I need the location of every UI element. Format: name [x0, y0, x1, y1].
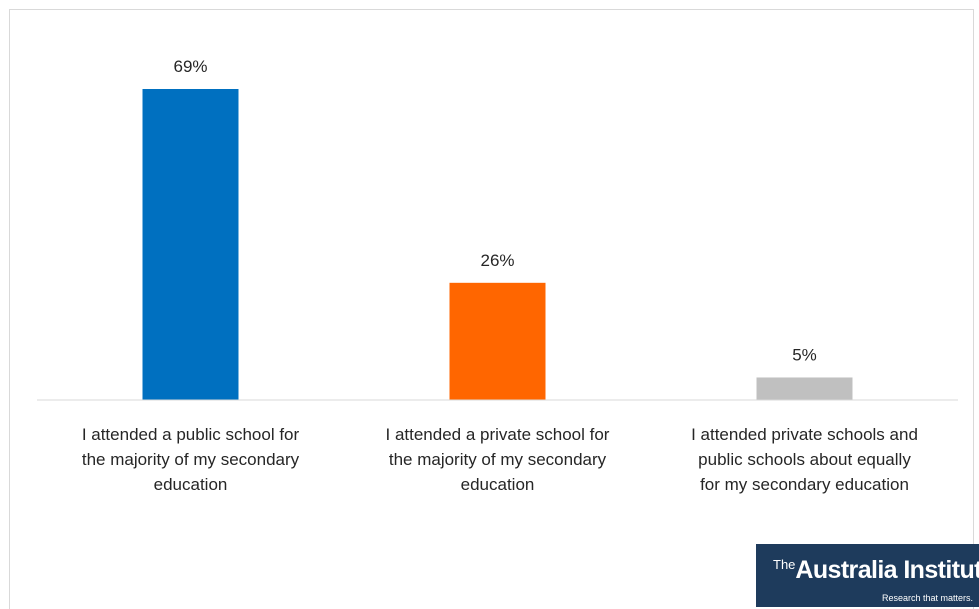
category-label-line: I attended private schools and	[691, 425, 918, 444]
category-label-line: for my secondary education	[700, 475, 909, 494]
category-label-2: I attended a private school for the major…	[347, 422, 649, 497]
category-label-3: I attended private schools and public sch…	[654, 422, 956, 497]
logo-prefix: The	[773, 557, 796, 572]
category-label-line: public schools about equally	[698, 450, 911, 469]
category-label-line: the majority of my secondary	[388, 450, 607, 469]
data-label-1: 69%	[173, 57, 207, 76]
chart-frame	[9, 9, 974, 609]
category-label-line: education	[460, 475, 535, 494]
australia-institute-logo: TheAustralia Institute Research that mat…	[756, 544, 979, 607]
bar-3	[756, 377, 853, 400]
logo-name: Australia Institute	[795, 556, 979, 584]
category-label-line: I attended a private school for	[385, 425, 610, 444]
category-label-line: the majority of my secondary	[81, 450, 300, 469]
category-label-line: education	[153, 475, 228, 494]
category-label-line: I attended a public school for	[81, 425, 300, 444]
logo-wordmark: TheAustralia Institute	[773, 556, 979, 585]
bar-1	[142, 89, 239, 400]
logo-tagline: Research that matters.	[881, 593, 973, 603]
data-label-3: 5%	[792, 345, 817, 364]
category-label-1: I attended a public school for the majori…	[40, 422, 342, 497]
bar-2	[449, 282, 546, 400]
data-label-2: 26%	[480, 251, 514, 270]
